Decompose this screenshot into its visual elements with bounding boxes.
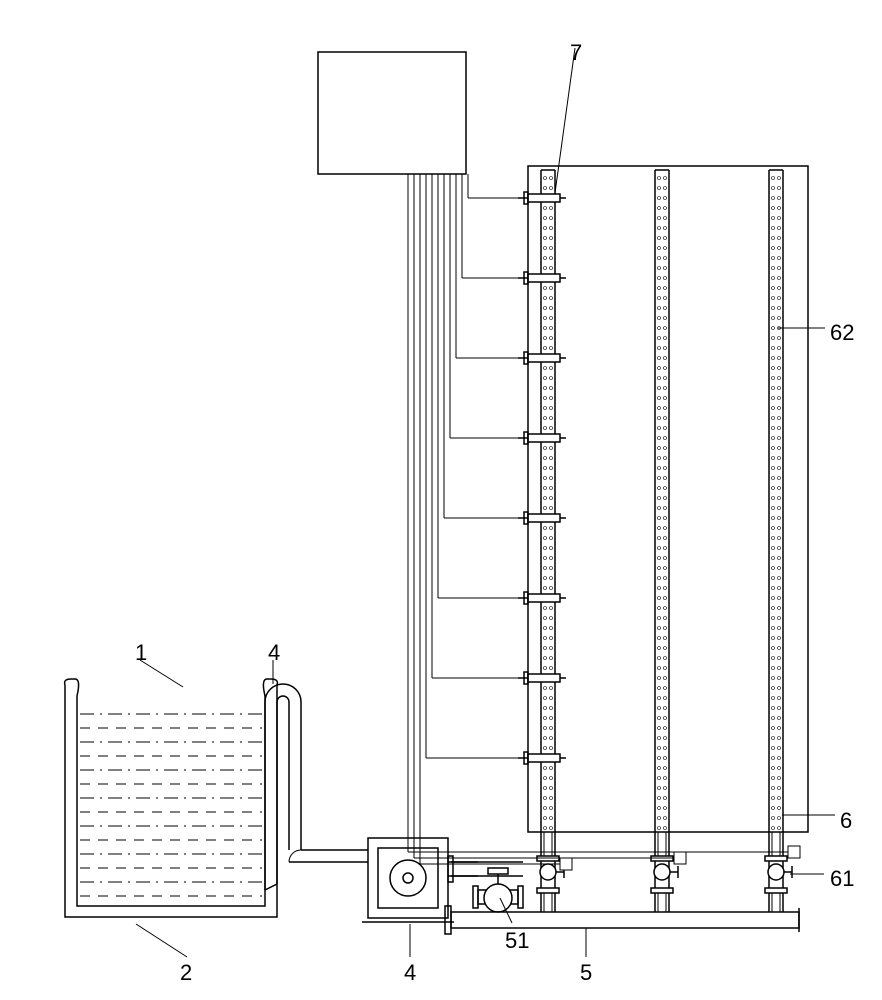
callout-label-2: 2	[180, 960, 192, 986]
callout-label-1: 1	[135, 640, 147, 666]
callout-label-6: 6	[840, 808, 852, 834]
callout-label-5: 5	[580, 960, 592, 986]
callout-label-4b: 4	[404, 960, 416, 986]
callout-label-51: 51	[505, 928, 529, 954]
callout-label-61: 61	[830, 866, 854, 892]
callout-label-62: 62	[830, 320, 854, 346]
callout-label-7: 7	[570, 40, 582, 66]
schematic-diagram	[0, 0, 882, 1000]
callout-label-4a: 4	[268, 640, 280, 666]
